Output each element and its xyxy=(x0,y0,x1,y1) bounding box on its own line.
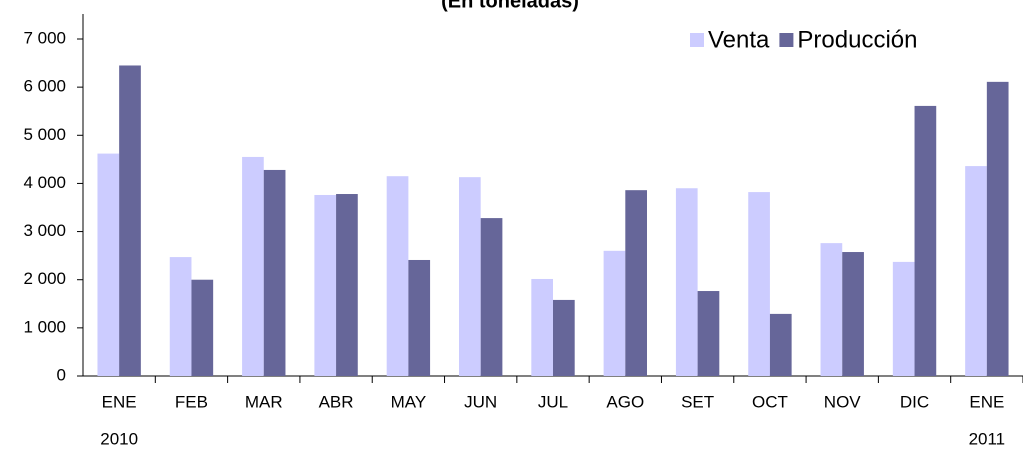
x-tick-label: AGO xyxy=(606,392,644,411)
x-tick-label: ENE xyxy=(102,392,137,411)
y-tick-label: 4 000 xyxy=(23,173,66,192)
bar xyxy=(748,192,770,376)
bar xyxy=(842,252,864,376)
x-tick-label: SET xyxy=(681,392,714,411)
bar xyxy=(119,65,141,376)
bar xyxy=(169,257,192,376)
bar xyxy=(769,313,792,376)
x-tick-label: NOV xyxy=(824,392,862,411)
legend-swatch xyxy=(779,33,794,47)
bar xyxy=(242,156,264,376)
x-tick-label: JUN xyxy=(464,392,497,411)
x-tick-label: ENE xyxy=(969,392,1004,411)
y-tick-label: 0 xyxy=(57,365,66,384)
chart-title: (En toneladas) xyxy=(441,0,579,12)
y-tick-label: 5 000 xyxy=(23,125,66,144)
bar xyxy=(531,278,553,376)
bar xyxy=(459,177,481,376)
bar xyxy=(697,291,720,376)
bar xyxy=(386,176,409,376)
bar xyxy=(965,166,987,376)
bar xyxy=(480,218,503,376)
y-tick-label: 7 000 xyxy=(23,28,66,47)
bar xyxy=(603,250,626,376)
legend-swatch xyxy=(690,33,704,47)
bar xyxy=(97,153,120,376)
y-tick-label: 2 000 xyxy=(23,269,66,288)
bar xyxy=(408,259,431,376)
y-tick-label: 1 000 xyxy=(23,317,66,336)
x-tick-label: MAY xyxy=(391,392,427,411)
bar xyxy=(820,243,843,376)
x-tick-label: OCT xyxy=(752,392,788,411)
bar xyxy=(914,105,937,376)
bar xyxy=(553,299,575,376)
x-tick-label: FEB xyxy=(175,392,208,411)
bar xyxy=(191,279,214,376)
x-tick-label: ABR xyxy=(319,392,354,411)
year-label: 2011 xyxy=(969,429,1006,448)
bar xyxy=(892,261,915,376)
bar xyxy=(625,190,647,376)
legend-label: Venta xyxy=(708,26,770,53)
bar xyxy=(314,194,337,376)
x-tick-label: DIC xyxy=(900,392,929,411)
legend-label: Producción xyxy=(797,26,917,53)
bar xyxy=(263,169,286,376)
y-tick-label: 6 000 xyxy=(23,77,66,96)
bar xyxy=(336,194,358,376)
bar xyxy=(986,81,1009,377)
bar xyxy=(675,188,698,376)
y-tick-label: 3 000 xyxy=(23,221,66,240)
x-tick-label: JUL xyxy=(538,392,568,411)
x-tick-label: MAR xyxy=(245,392,283,411)
year-label: 2010 xyxy=(100,429,138,448)
